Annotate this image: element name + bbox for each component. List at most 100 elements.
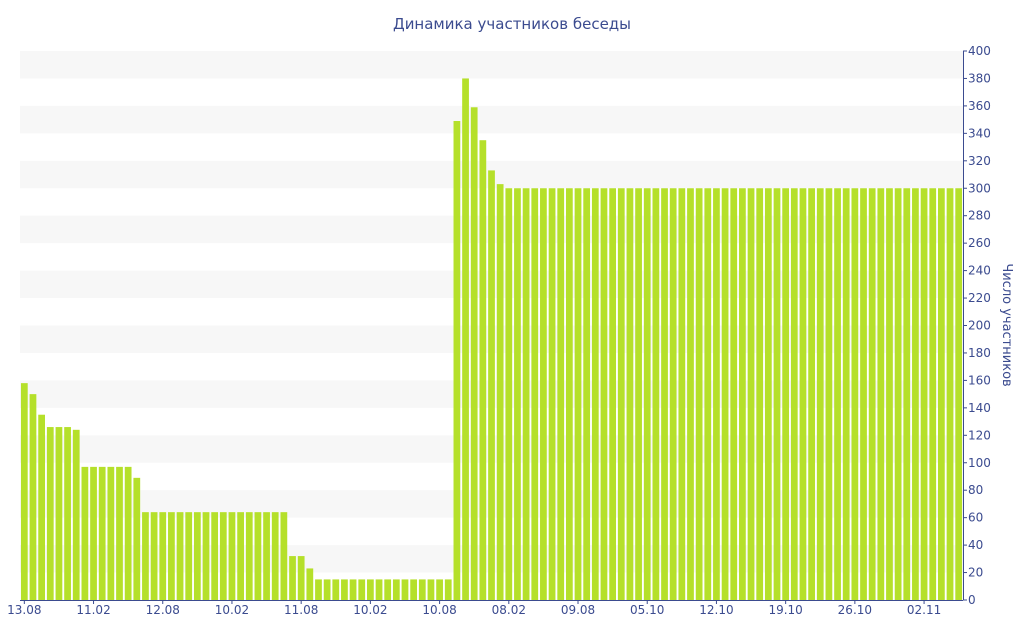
- bar: [790, 188, 798, 600]
- bar: [773, 188, 781, 600]
- bar: [479, 140, 487, 600]
- bar: [816, 188, 824, 600]
- bar: [713, 188, 720, 600]
- bar: [358, 579, 366, 600]
- y-tick-label: 60: [968, 511, 983, 525]
- bar: [514, 188, 521, 600]
- bar: [522, 188, 530, 600]
- bar: [297, 556, 305, 600]
- y-tick-label: 400: [968, 44, 991, 58]
- bar: [124, 466, 132, 600]
- x-tick-label: 10.02: [215, 603, 249, 617]
- bar: [116, 466, 123, 600]
- bar: [661, 188, 668, 600]
- bar: [38, 414, 45, 600]
- y-tick-label: 360: [968, 99, 991, 113]
- bar: [133, 477, 141, 600]
- bar: [704, 188, 712, 600]
- bar: [64, 427, 71, 600]
- y-tick-label: 280: [968, 209, 991, 223]
- bar: [470, 107, 478, 601]
- x-tick-label: 10.08: [422, 603, 456, 617]
- y-tick-label: 380: [968, 71, 991, 85]
- bar: [418, 579, 426, 600]
- bar: [289, 556, 296, 600]
- x-tick-label: 11.02: [76, 603, 110, 617]
- bar: [782, 188, 790, 600]
- bar: [436, 579, 443, 600]
- bar: [505, 188, 513, 600]
- x-tick-label: 19.10: [768, 603, 802, 617]
- bar: [617, 188, 625, 600]
- bar: [306, 568, 314, 600]
- bar: [90, 466, 97, 600]
- y-tick-label: 340: [968, 126, 991, 140]
- y-tick-label: 20: [968, 566, 983, 580]
- bar: [237, 512, 244, 600]
- bar: [228, 512, 236, 600]
- bar: [678, 188, 686, 600]
- bar: [107, 466, 115, 600]
- bar: [392, 579, 400, 600]
- bar: [583, 188, 591, 600]
- y-tick-label: 260: [968, 236, 991, 250]
- bar: [202, 512, 210, 600]
- y-tick-label: 180: [968, 346, 991, 360]
- x-tick-label: 26.10: [838, 603, 872, 617]
- y-tick-label: 40: [968, 538, 983, 552]
- chart-title: Динамика участников беседы: [393, 15, 631, 33]
- bar: [920, 188, 928, 600]
- bar: [687, 188, 694, 600]
- bar: [349, 579, 357, 600]
- bar: [834, 188, 841, 600]
- bar: [643, 188, 651, 600]
- bar: [591, 188, 599, 600]
- bar: [168, 512, 175, 600]
- bar: [574, 188, 582, 600]
- bar: [193, 512, 201, 600]
- y-tick-label: 0: [968, 593, 976, 607]
- bar: [427, 579, 435, 600]
- bar: [263, 512, 270, 600]
- bar: [72, 429, 80, 600]
- y-tick-label: 100: [968, 456, 991, 470]
- bars: [20, 78, 963, 601]
- bar: [323, 579, 331, 600]
- bar: [245, 512, 253, 600]
- y-tick-label: 300: [968, 181, 991, 195]
- bar: [955, 188, 963, 600]
- bar: [176, 512, 184, 600]
- bar: [860, 188, 867, 600]
- bar: [453, 121, 461, 600]
- y-tick-label: 320: [968, 154, 991, 168]
- bar: [825, 188, 833, 600]
- bar: [496, 184, 504, 600]
- y-tick-label: 200: [968, 319, 991, 333]
- bar: [842, 188, 850, 600]
- y-axis-label: Число участников: [999, 263, 1014, 386]
- bar: [912, 188, 919, 600]
- bar: [721, 188, 729, 600]
- bar: [280, 512, 288, 600]
- bar: [55, 427, 63, 600]
- x-tick-label: 12.08: [146, 603, 180, 617]
- y-tick-label: 120: [968, 428, 991, 442]
- bar: [868, 188, 876, 600]
- bar: [20, 383, 28, 600]
- bar: [367, 579, 374, 600]
- x-tick-labels: 13.08 11.02 12.08 10.02 11.08 10.02 10.08 08.02…: [7, 603, 941, 617]
- bar: [877, 188, 885, 600]
- bar: [29, 394, 37, 601]
- bar: [548, 188, 556, 600]
- bar: [540, 188, 547, 600]
- bar: [929, 188, 937, 600]
- grid-band: [20, 105, 963, 134]
- bar: [531, 188, 539, 600]
- x-tick-label: 13.08: [7, 603, 41, 617]
- bar: [635, 188, 642, 600]
- bar: [851, 188, 859, 600]
- bar: [185, 512, 193, 600]
- bar: [384, 579, 392, 600]
- bar: [756, 188, 764, 600]
- bar: [730, 188, 738, 600]
